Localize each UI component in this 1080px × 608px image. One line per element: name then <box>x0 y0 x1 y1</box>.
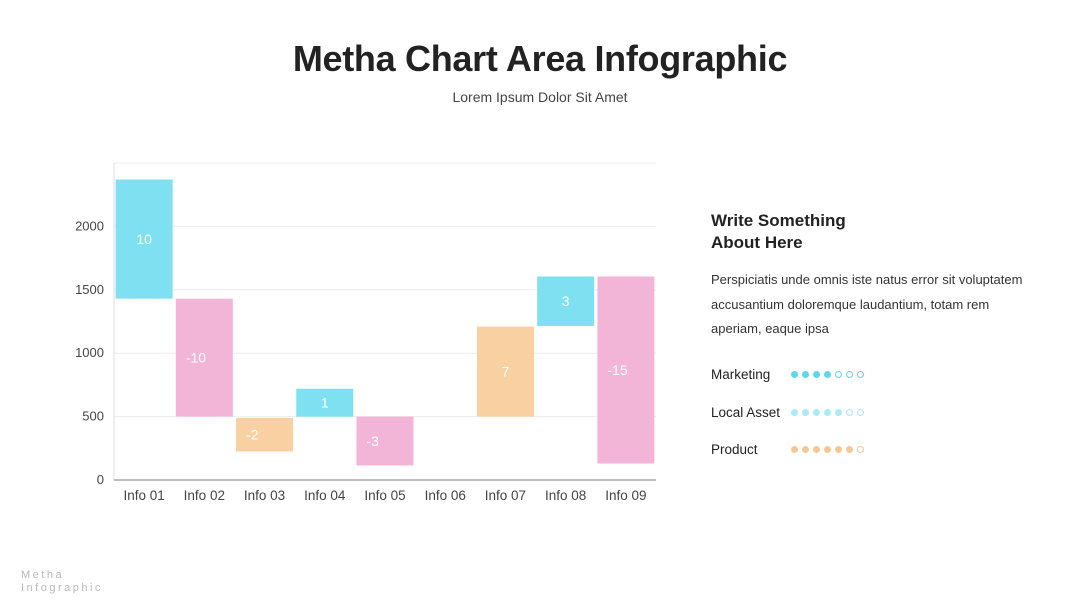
x-tick-label: Info 06 <box>425 488 466 503</box>
brand-line-2: Infographic <box>21 582 103 594</box>
rating-dot-filled <box>791 371 798 378</box>
page-subtitle: Lorem Ipsum Dolor Sit Amet <box>452 89 628 105</box>
rating-label: Local Asset <box>711 405 781 420</box>
bar-value-label: 3 <box>562 293 570 309</box>
rating-dot-empty <box>846 371 853 378</box>
y-tick-label: 2000 <box>75 218 104 233</box>
rating-dot-filled <box>813 371 820 378</box>
bar <box>236 417 294 452</box>
y-tick-label: 0 <box>97 472 104 487</box>
rating-dot-empty <box>835 371 842 378</box>
y-tick-label: 500 <box>82 409 104 424</box>
x-tick-label: Info 03 <box>244 488 285 503</box>
info-panel: Write Something About Here Perspiciatis … <box>711 210 1031 342</box>
rating-dot-filled <box>835 446 842 453</box>
bar-value-label: -3 <box>367 433 380 449</box>
bar <box>296 388 354 417</box>
rating-dot-filled <box>824 446 831 453</box>
y-tick-label: 1000 <box>75 345 104 360</box>
bar <box>537 276 595 326</box>
bar <box>356 416 414 466</box>
bar-value-label: 1 <box>321 395 329 411</box>
rating-dot-filled <box>791 409 798 416</box>
rating-dot-filled <box>813 409 820 416</box>
x-tick-label: Info 04 <box>304 488 346 503</box>
rating-local-asset: Local Asset <box>711 403 911 423</box>
bar <box>476 326 534 417</box>
bar-value-label: -10 <box>186 350 206 366</box>
rating-dot-empty <box>857 409 864 416</box>
info-body: Perspiciatis unde omnis iste natus error… <box>711 272 1023 336</box>
bar-value-label: -15 <box>607 362 627 378</box>
rating-dot-empty <box>857 446 864 453</box>
page-title: Metha Chart Area Infographic <box>292 38 788 79</box>
x-tick-label: Info 05 <box>364 488 405 503</box>
x-tick-label: Info 07 <box>485 488 526 503</box>
rating-dot-filled <box>824 409 831 416</box>
rating-dot-filled <box>802 446 809 453</box>
info-heading: Write Something About Here <box>711 211 846 252</box>
bar-value-label: 10 <box>136 231 152 247</box>
rating-marketing: Marketing <box>711 365 911 385</box>
x-tick-label: Info 01 <box>123 488 164 503</box>
brand-mark: Metha Infographic <box>21 569 103 595</box>
rating-dot-filled <box>802 371 809 378</box>
x-tick-label: Info 09 <box>605 488 646 503</box>
rating-dot-empty <box>846 409 853 416</box>
rating-label: Product <box>711 442 758 457</box>
rating-product: Product <box>711 440 911 460</box>
rating-dot-filled <box>824 371 831 378</box>
rating-dot-filled <box>802 409 809 416</box>
bar <box>175 298 233 417</box>
rating-dot-filled <box>791 446 798 453</box>
x-tick-label: Info 02 <box>184 488 225 503</box>
bar <box>597 276 655 464</box>
rating-label: Marketing <box>711 367 771 382</box>
bar-value-label: -2 <box>246 427 259 443</box>
rating-dot-empty <box>857 371 864 378</box>
brand-line-1: Metha <box>21 569 65 581</box>
x-tick-label: Info 08 <box>545 488 586 503</box>
rating-dot-filled <box>835 409 842 416</box>
rating-dot-filled <box>846 446 853 453</box>
bar <box>115 179 173 299</box>
y-tick-label: 1500 <box>75 282 104 297</box>
bar-value-label: 7 <box>502 364 510 380</box>
rating-dot-filled <box>813 446 820 453</box>
